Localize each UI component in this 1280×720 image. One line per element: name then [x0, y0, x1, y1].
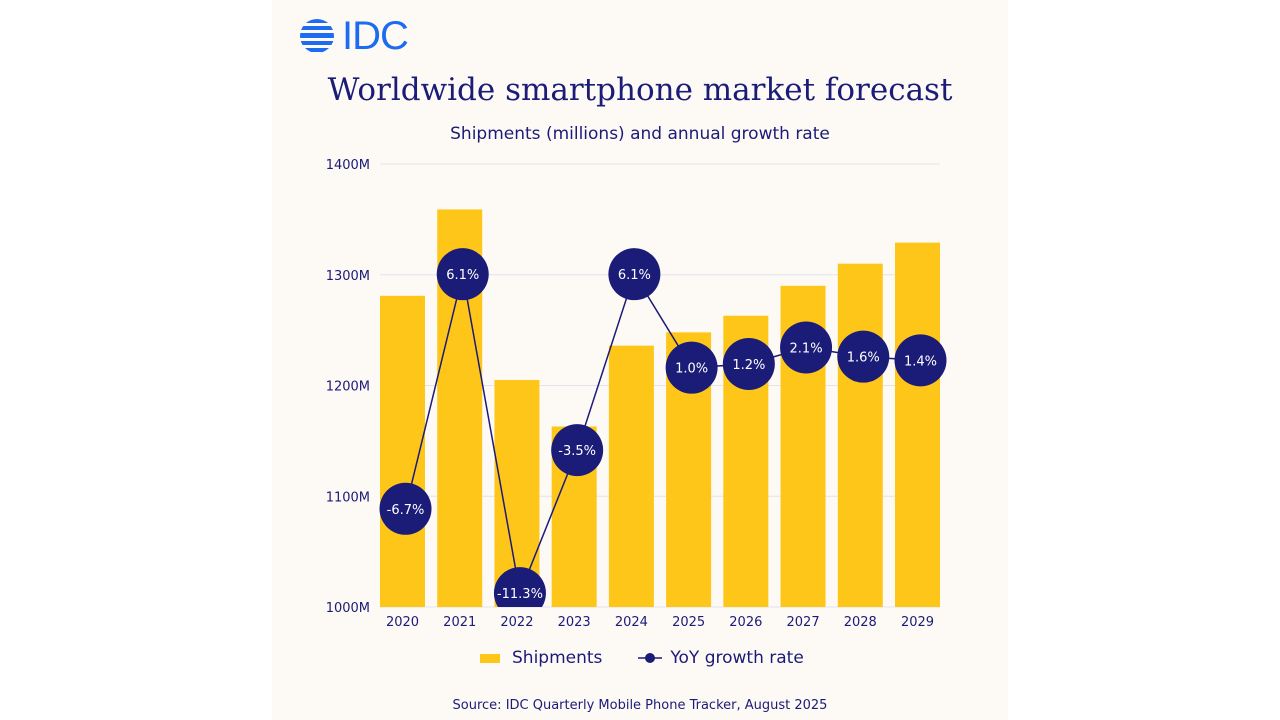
x-tick-label: 2021 — [443, 615, 476, 630]
growth-label-2024: 6.1% — [618, 268, 651, 283]
growth-label-2027: 2.1% — [790, 342, 823, 357]
legend-shipments-swatch — [480, 653, 500, 663]
growth-marker-2021 — [436, 248, 489, 301]
growth-label-2025: 1.0% — [675, 362, 708, 377]
source-note: Source: IDC Quarterly Mobile Phone Track… — [452, 698, 828, 713]
growth-marker-2025 — [665, 341, 718, 394]
x-tick-label: 2028 — [844, 615, 877, 630]
growth-marker-2026 — [722, 338, 775, 391]
growth-label-2023: -3.5% — [558, 444, 596, 459]
x-tick-label: 2024 — [615, 615, 648, 630]
growth-label-2022: -11.3% — [497, 587, 543, 602]
growth-label-2021: 6.1% — [446, 268, 479, 283]
y-tick-label: 1400M — [326, 158, 370, 173]
growth-label-2028: 1.6% — [847, 351, 880, 366]
x-tick-label: 2026 — [729, 615, 762, 630]
growth-label-2026: 1.2% — [732, 358, 765, 373]
legend-growth-label: YoY growth rate — [670, 648, 804, 668]
globe-stripes-icon — [300, 19, 334, 52]
bar-2024 — [608, 345, 654, 607]
y-tick-label: 1100M — [326, 490, 370, 505]
y-tick-label: 1000M — [326, 601, 370, 616]
growth-marker-2024 — [608, 248, 661, 301]
legend-shipments-label: Shipments — [512, 648, 603, 668]
legend: Shipments YoY growth rate — [480, 648, 804, 668]
growth-marker-2027 — [780, 321, 833, 374]
x-tick-label: 2029 — [901, 615, 934, 630]
legend-growth-marker-icon — [638, 653, 663, 663]
x-tick-label: 2020 — [386, 615, 419, 630]
growth-label-2020: -6.7% — [387, 503, 425, 518]
growth-label-2029: 1.4% — [904, 354, 937, 369]
growth-marker-2020 — [379, 482, 432, 535]
growth-marker-2028 — [837, 330, 890, 383]
idc-logo: IDC — [298, 14, 409, 58]
bar-2020 — [380, 295, 425, 607]
y-tick-label: 1200M — [326, 380, 370, 395]
growth-marker-2023 — [551, 424, 604, 477]
x-tick-label: 2027 — [787, 615, 820, 630]
growth-line — [404, 272, 921, 596]
chart-subtitle: Shipments (millions) and annual growth r… — [450, 124, 830, 144]
logo-text: IDC — [342, 14, 409, 58]
growth-marker-2022 — [493, 567, 546, 607]
bar-2028 — [837, 263, 883, 607]
x-tick-label: 2023 — [558, 615, 591, 630]
growth-marker-2029 — [894, 334, 947, 387]
x-tick-label: 2025 — [672, 615, 705, 630]
chart-title: Worldwide smartphone market forecast — [327, 72, 953, 108]
x-tick-label: 2022 — [500, 615, 533, 630]
y-tick-label: 1300M — [326, 269, 370, 284]
bar-2029 — [895, 242, 940, 607]
